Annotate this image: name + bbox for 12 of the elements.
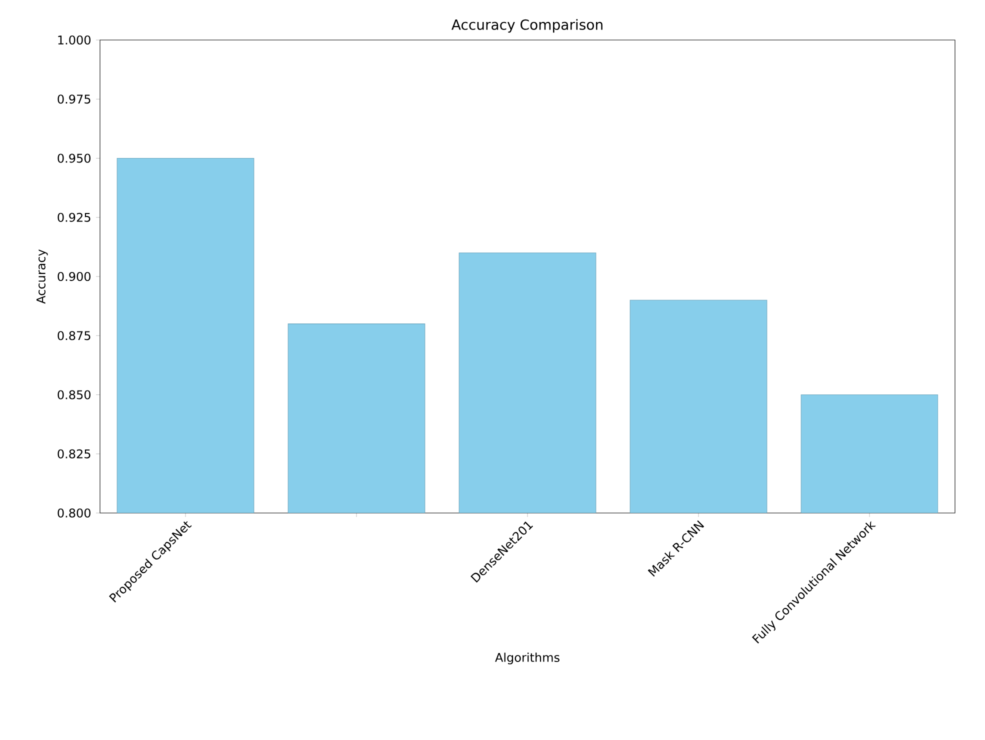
y-tick-label: 0.825 [58, 449, 90, 458]
x-axis-title: Algorithms [495, 652, 560, 664]
y-tick-label: 0.925 [58, 212, 90, 222]
y-tick-label: 1.000 [58, 35, 90, 45]
y-tick-label: 0.800 [58, 508, 90, 518]
chart-title: Accuracy Comparison [452, 19, 602, 33]
y-tick-label: 0.900 [58, 272, 90, 282]
y-axis-title: Accuracy [36, 249, 48, 304]
y-tick-label: 0.950 [58, 154, 90, 163]
y-tick-label: 0.875 [58, 331, 90, 340]
y-tick-label: 0.850 [58, 390, 90, 400]
y-tick-label: 0.975 [58, 94, 90, 104]
